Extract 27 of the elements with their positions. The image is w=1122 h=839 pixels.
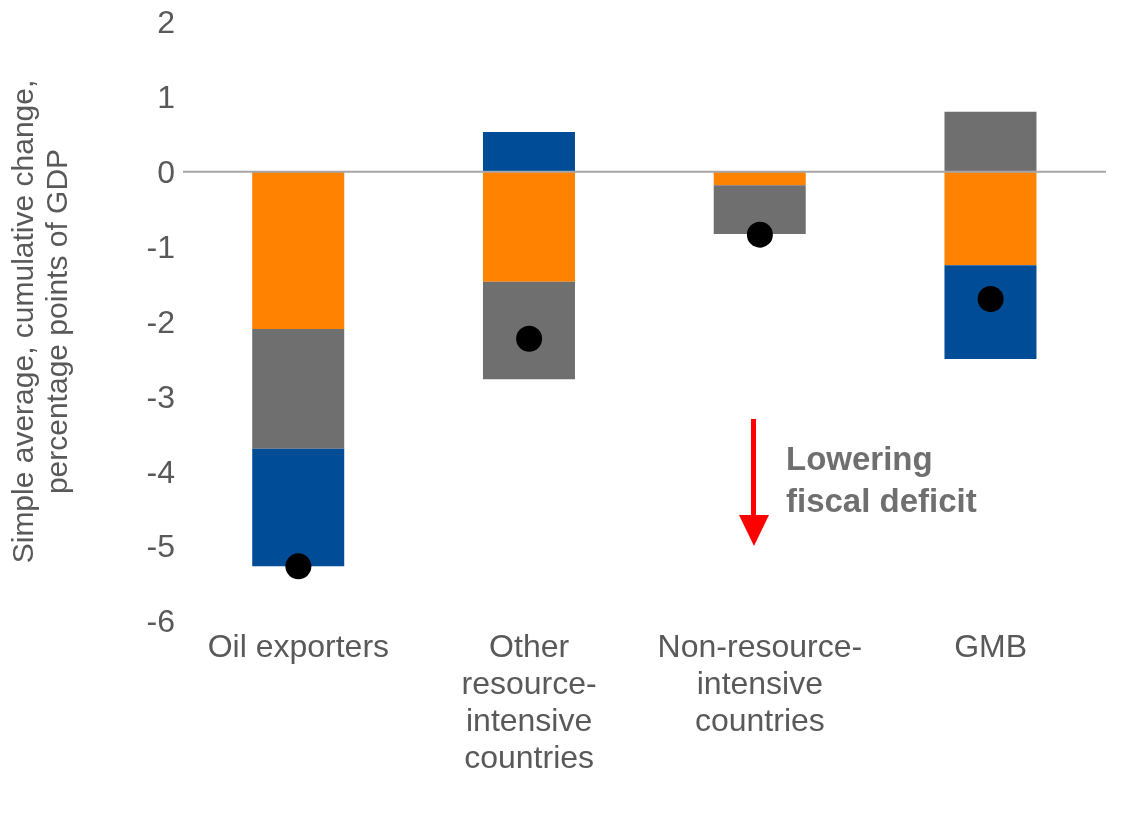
y-tick-label: -6 [146, 603, 175, 640]
x-tick-label: Other resource-intensive countries [461, 628, 597, 775]
point [285, 553, 312, 580]
y-tick-label: 0 [157, 154, 175, 191]
y-tick-label: -1 [146, 228, 175, 265]
x-tick-label: Non-resource-intensive countries [657, 628, 863, 738]
bar [944, 171, 1037, 266]
y-tick-label: -4 [146, 453, 175, 490]
bar [252, 171, 345, 329]
bar [482, 132, 575, 172]
annotation: Lowering fiscal deficit [786, 440, 977, 519]
y-axis-title: Simple average, cumulative change, percentage points of GDP [6, 79, 73, 564]
bar [944, 265, 1037, 359]
bar [252, 448, 345, 567]
bar [482, 171, 575, 282]
x-tick-label: Oil exporters [207, 628, 390, 664]
y-tick-label: 1 [157, 79, 175, 116]
bar [944, 111, 1037, 172]
x-tick-label: GMB [954, 628, 1028, 664]
bar [482, 281, 575, 380]
bar [252, 328, 345, 449]
y-tick-label: -3 [146, 378, 175, 415]
y-tick-label: -5 [146, 528, 175, 565]
bar [713, 185, 806, 234]
y-tick-label: 2 [157, 4, 175, 41]
y-tick-label: -2 [146, 303, 175, 340]
point [746, 221, 773, 248]
